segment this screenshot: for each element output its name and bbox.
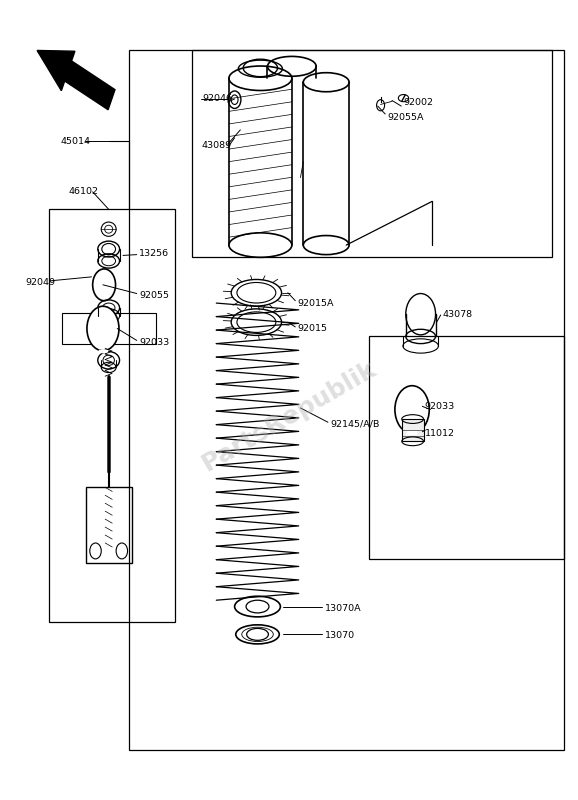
- Text: 92015A: 92015A: [297, 298, 334, 307]
- Text: 13070: 13070: [324, 630, 355, 640]
- Bar: [402, 419, 424, 442]
- Text: 13070A: 13070A: [324, 604, 361, 613]
- Text: 92145/A/B: 92145/A/B: [330, 419, 380, 428]
- Text: 92015: 92015: [297, 324, 327, 333]
- Bar: [49, 210, 175, 622]
- Text: 92055: 92055: [139, 290, 169, 300]
- Text: 46102: 46102: [69, 187, 99, 196]
- Circle shape: [395, 386, 429, 434]
- Bar: [192, 50, 553, 257]
- Text: 92049: 92049: [25, 278, 55, 287]
- Text: 92033: 92033: [425, 402, 455, 411]
- Text: 11012: 11012: [425, 429, 455, 438]
- Text: 92046: 92046: [202, 94, 232, 103]
- Text: 43078: 43078: [443, 310, 473, 319]
- Text: 45014: 45014: [60, 138, 90, 146]
- Bar: [86, 487, 132, 563]
- Text: PartsRepublik: PartsRepublik: [198, 356, 380, 476]
- Text: 92033: 92033: [139, 338, 169, 346]
- Circle shape: [87, 306, 119, 350]
- FancyArrow shape: [37, 50, 115, 110]
- Bar: [129, 50, 564, 750]
- Bar: [369, 337, 564, 559]
- Text: 92055A: 92055A: [387, 113, 424, 122]
- Text: 92002: 92002: [403, 98, 434, 107]
- Text: 43089: 43089: [202, 142, 232, 150]
- Text: 13256: 13256: [139, 249, 169, 258]
- Bar: [62, 313, 156, 344]
